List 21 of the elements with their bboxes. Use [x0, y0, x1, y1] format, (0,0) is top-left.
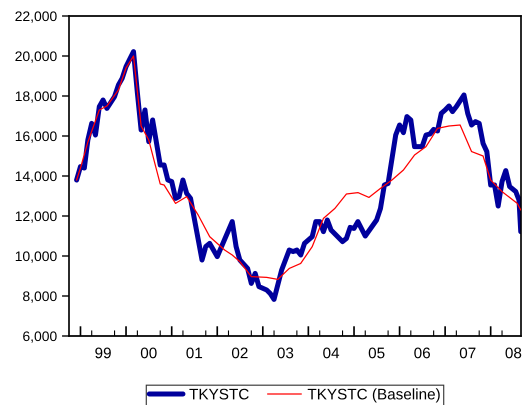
y-tick-label: 8,000: [23, 291, 57, 303]
y-tick-label: 20,000: [15, 51, 57, 63]
y-tick-label: 12,000: [16, 211, 57, 223]
x-tick-label: 00: [140, 348, 157, 358]
x-tick-label: 06: [414, 348, 430, 358]
x-tick-label: 07: [460, 348, 476, 358]
y-tick-label: 6,000: [23, 331, 57, 343]
y-tick-label: 16,000: [16, 131, 57, 143]
legend-label: TKYSTC (Baseline): [308, 388, 440, 403]
legend-label: TKYSTC: [189, 388, 249, 400]
y-tick-label: 10,000: [16, 251, 57, 263]
y-tick-label: 14,000: [16, 171, 57, 183]
x-tick-label: 03: [277, 348, 294, 358]
x-tick-label: 02: [232, 348, 248, 358]
x-tick-label: 05: [368, 348, 384, 358]
y-tick-label: 18,000: [16, 91, 57, 103]
x-tick-label: 08: [505, 348, 522, 358]
x-tick-label: 01: [186, 348, 202, 358]
y-tick-label: 22,000: [15, 11, 57, 23]
x-tick-label: 99: [95, 348, 111, 358]
x-tick-label: 04: [323, 348, 340, 358]
